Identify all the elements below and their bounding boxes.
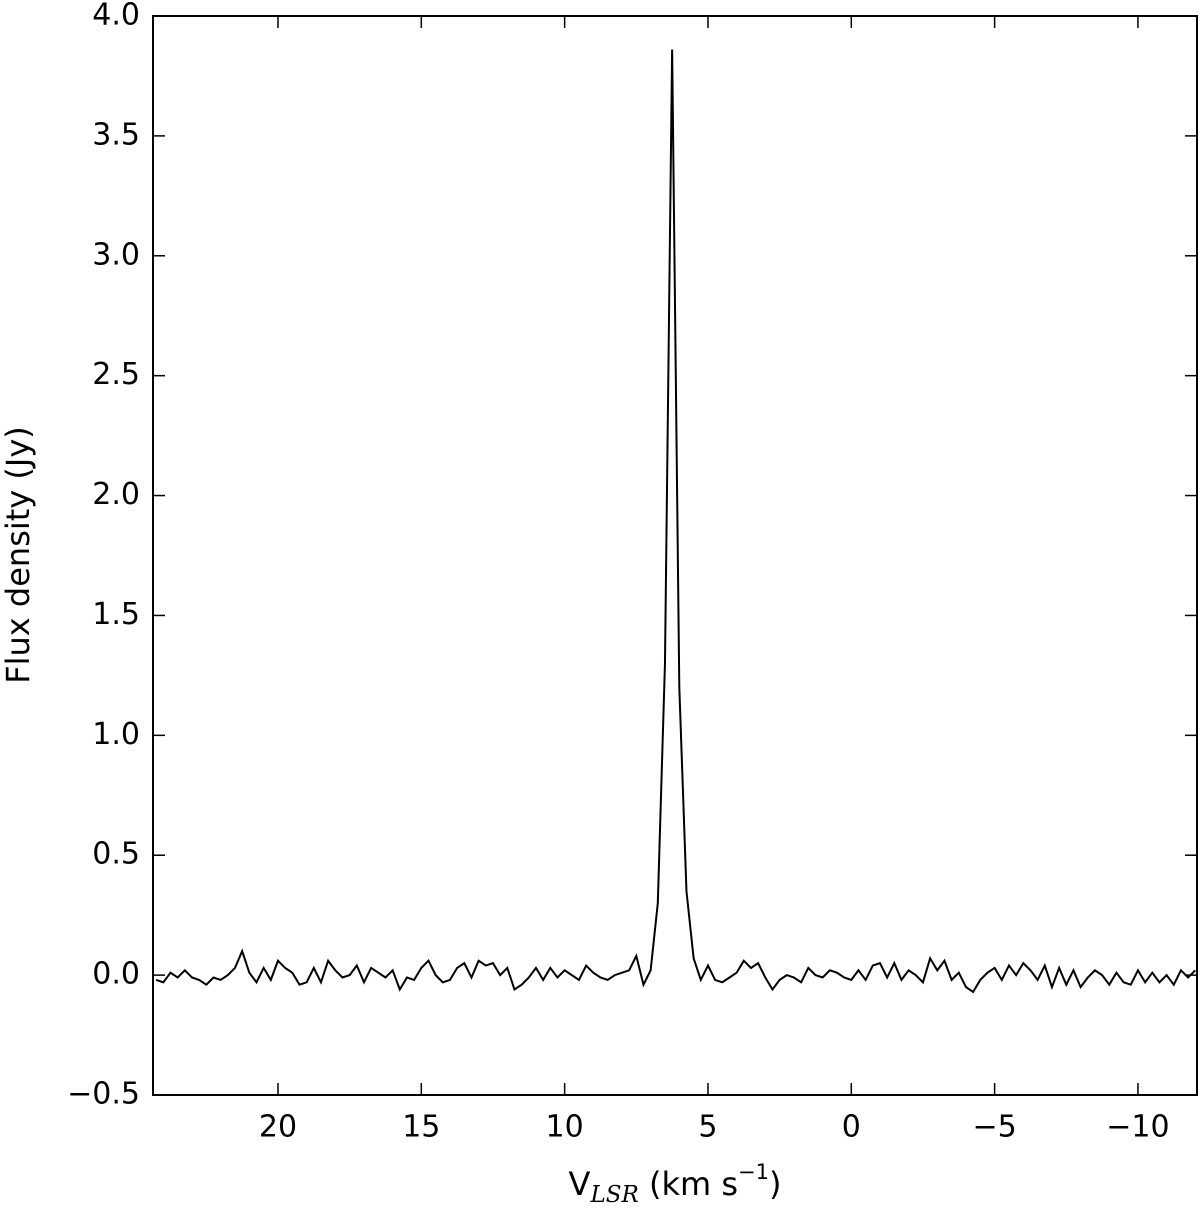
- y-tick-label: −0.5: [67, 1077, 140, 1112]
- y-tick-label: 0.5: [92, 837, 140, 872]
- x-tick-label: 5: [698, 1110, 717, 1145]
- plot-frame: [152, 15, 1198, 1096]
- x-label-subscript: LSR: [589, 1182, 638, 1208]
- x-axis-label: VLSR (km s−1): [569, 1160, 782, 1208]
- y-tick-label: 4.0: [92, 0, 140, 33]
- y-tick-label: 0.0: [92, 957, 140, 992]
- x-tick-label: 0: [842, 1110, 861, 1145]
- y-tick-label: 1.0: [92, 717, 140, 752]
- y-tick-label: 1.5: [92, 597, 140, 632]
- y-tick-label: 3.0: [92, 237, 140, 272]
- x-tick-label: −5: [973, 1110, 1017, 1145]
- x-label-main: V: [569, 1165, 591, 1203]
- y-tick-label: 2.5: [92, 357, 140, 392]
- x-tick-label: 15: [402, 1110, 440, 1145]
- x-tick-label: 20: [259, 1110, 297, 1145]
- x-tick-label: 10: [546, 1110, 584, 1145]
- y-tick-label: 2.0: [92, 477, 140, 512]
- spectrum-line: [155, 49, 1196, 994]
- y-axis-label: Flux density (Jy): [0, 426, 37, 684]
- x-label-close: ): [769, 1165, 781, 1203]
- x-tick-label: −10: [1106, 1110, 1169, 1145]
- x-label-superscript: −1: [738, 1160, 769, 1184]
- y-tick-label: 3.5: [92, 117, 140, 152]
- x-label-unit: (km s: [639, 1165, 738, 1203]
